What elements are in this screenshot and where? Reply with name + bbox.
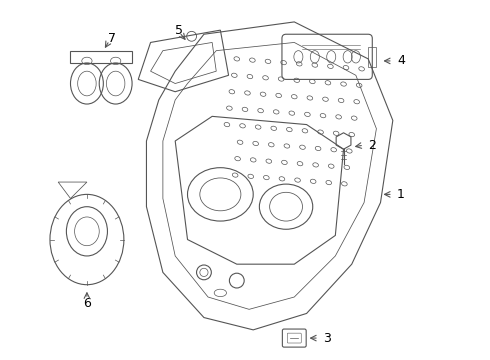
Text: 6: 6 [83, 297, 91, 310]
Text: 3: 3 [323, 332, 331, 345]
Text: 2: 2 [368, 139, 376, 152]
Text: 1: 1 [397, 188, 405, 201]
Text: 7: 7 [107, 32, 116, 45]
Text: 5: 5 [175, 24, 183, 37]
Text: 4: 4 [397, 54, 405, 67]
